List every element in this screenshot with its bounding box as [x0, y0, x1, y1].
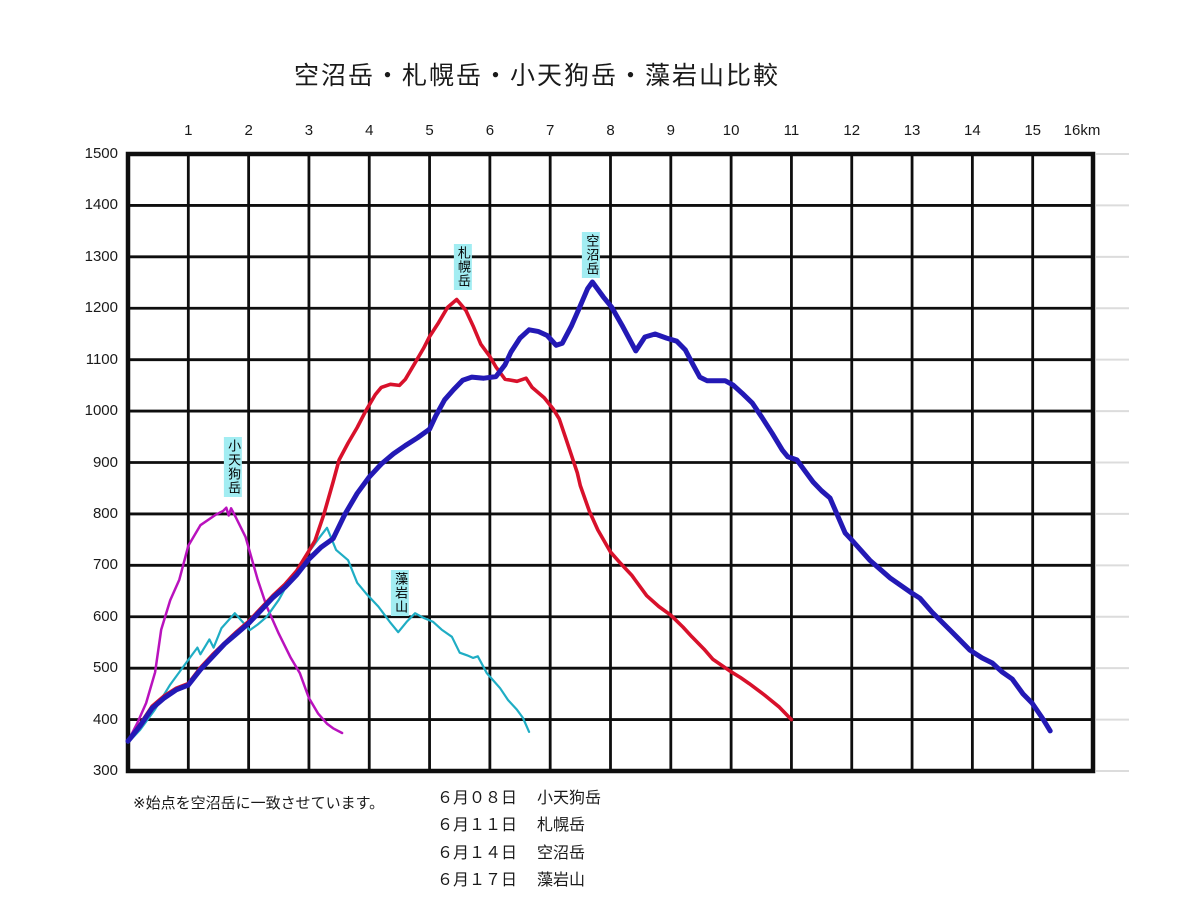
y-tick-label: 400	[92, 710, 118, 728]
mountain-label-空沼岳: 空沼岳	[582, 231, 601, 278]
legend: ６月０８日 小天狗岳 ６月１１日 札幌岳 ６月１４日 空沼岳 ６月１７日 藻岩山	[437, 785, 601, 895]
x-tick-label: 16km	[1063, 122, 1101, 139]
mountain-label-小天狗岳: 小天狗岳	[223, 437, 243, 498]
legend-row: ６月１４日 空沼岳	[437, 840, 601, 867]
y-tick-label: 1100	[85, 350, 118, 368]
legend-mountain-name: 小天狗岳	[537, 790, 602, 807]
y-tick-label: 600	[92, 607, 118, 625]
y-tick-label: 1300	[84, 247, 118, 265]
chart-title: 空沼岳・札幌岳・小天狗岳・藻岩山比較	[293, 62, 781, 90]
x-tick-label: 8	[606, 122, 615, 139]
legend-row: ６月１１日 札幌岳	[437, 812, 601, 839]
legend-row: ６月１７日 藻岩山	[437, 867, 601, 894]
x-tick-label: 13	[903, 122, 921, 139]
legend-mountain-name: 藻岩山	[537, 872, 586, 890]
x-tick-label: 3	[304, 122, 314, 139]
y-tick-label: 1000	[84, 402, 118, 420]
x-tick-label: 14	[964, 122, 981, 139]
x-tick-label: 6	[485, 122, 495, 139]
x-tick-label: 12	[843, 122, 861, 139]
y-tick-label: 900	[92, 453, 118, 471]
y-tick-label: 700	[92, 556, 118, 574]
x-tick-label: 4	[365, 122, 374, 139]
legend-date: ６月０８日	[437, 790, 518, 807]
x-tick-label: 7	[546, 122, 555, 139]
y-tick-label: 300	[92, 762, 118, 779]
legend-mountain-name: 札幌岳	[537, 817, 586, 835]
series-line-空沼岳	[125, 279, 1053, 744]
x-tick-label: 2	[244, 122, 253, 139]
y-tick-label: 500	[92, 659, 118, 677]
legend-mountain-name: 空沼岳	[537, 844, 586, 862]
y-tick-label: 1200	[84, 299, 118, 317]
legend-date: ６月１７日	[437, 872, 518, 890]
mountain-label-藻岩山: 藻岩山	[390, 570, 410, 617]
x-tick-label: 15	[1024, 122, 1042, 139]
x-tick-label: 5	[425, 122, 434, 139]
series-line-小天狗岳	[126, 506, 344, 743]
mountain-label-札幌岳: 札幌岳	[453, 244, 472, 291]
x-tick-label: 9	[666, 122, 675, 139]
y-tick-label: 1400	[84, 196, 118, 214]
y-tick-label: 1500	[84, 145, 118, 162]
series-line-藻岩山	[126, 526, 531, 744]
legend-row: ６月０８日 小天狗岳	[437, 785, 601, 812]
x-tick-label: 1	[184, 122, 193, 139]
plot-border	[125, 151, 1096, 774]
footnote: ※始点を空沼岳に一致させています。	[133, 795, 385, 812]
legend-date: ６月１４日	[437, 844, 518, 862]
legend-date: ６月１１日	[437, 817, 518, 835]
x-tick-label: 11	[783, 122, 800, 139]
y-tick-label: 800	[92, 504, 118, 522]
x-tick-label: 10	[722, 122, 740, 139]
